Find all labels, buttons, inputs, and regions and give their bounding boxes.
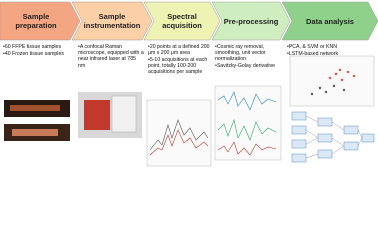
diagram-graphics xyxy=(0,1,378,167)
arrow-4 xyxy=(211,1,291,41)
step-title: Sample instrumentation xyxy=(83,12,141,30)
spectrum xyxy=(149,129,209,156)
bullet-item: •20 points at a defined 200 µm x 200 µm … xyxy=(148,44,210,57)
microscope-photo xyxy=(84,100,110,130)
bullet-list: •A confocal Raman microscope, equipped w… xyxy=(78,44,144,69)
step-title: Spectral acquisition xyxy=(162,12,202,30)
tissue-image xyxy=(12,129,58,136)
arrow-5 xyxy=(281,1,378,41)
bullet-item: •LSTM-based network xyxy=(287,50,339,57)
bullet-item: •Cosmic ray removal, smoothing, unit vec… xyxy=(215,44,266,63)
scatter-points xyxy=(310,84,346,96)
spectrum xyxy=(217,141,277,156)
bullet-item: •PCA, & SVM or KNN xyxy=(287,44,337,50)
microscope-photo xyxy=(111,95,137,133)
scatter-plot xyxy=(289,55,375,107)
tissue-image xyxy=(10,105,60,111)
arrow-1 xyxy=(0,1,81,41)
network-links xyxy=(305,115,363,159)
processed-plot xyxy=(214,85,282,161)
bullet-item: •40 Frozen tissue samples xyxy=(3,50,64,57)
arrow-2 xyxy=(71,1,153,41)
spectrum xyxy=(217,118,277,141)
bullet-list: •20 points at a defined 200 µm x 200 µm … xyxy=(148,44,212,76)
bullet-item: •5-10 acquisitions at each point, totall… xyxy=(148,56,208,76)
workflow-page: {"steps": [ {"title": "Sample preparatio… xyxy=(0,1,378,167)
bullet-item: •60 FFPE tissue samples xyxy=(3,44,62,50)
step-title: Data analysis xyxy=(306,16,354,26)
bullet-list: •PCA, & SVM or KNN •LSTM-based network xyxy=(287,44,373,57)
spectrum xyxy=(217,91,277,111)
step-title: Pre-processing xyxy=(223,16,279,26)
scatter-points xyxy=(328,68,356,82)
bullet-list: •Cosmic ray removal, smoothing, unit vec… xyxy=(215,44,283,70)
step-title: Sample preparation xyxy=(15,12,57,30)
arrow-3 xyxy=(143,1,221,41)
bullet-item: •Savitzky-Golay derivative xyxy=(215,63,276,70)
spectrum xyxy=(149,119,209,151)
bullet-item: •A confocal Raman microscope, equipped w… xyxy=(78,44,144,69)
bullet-list: •60 FFPE tissue samples •40 Frozen tissue… xyxy=(3,44,75,57)
spectra-plot xyxy=(146,99,212,167)
